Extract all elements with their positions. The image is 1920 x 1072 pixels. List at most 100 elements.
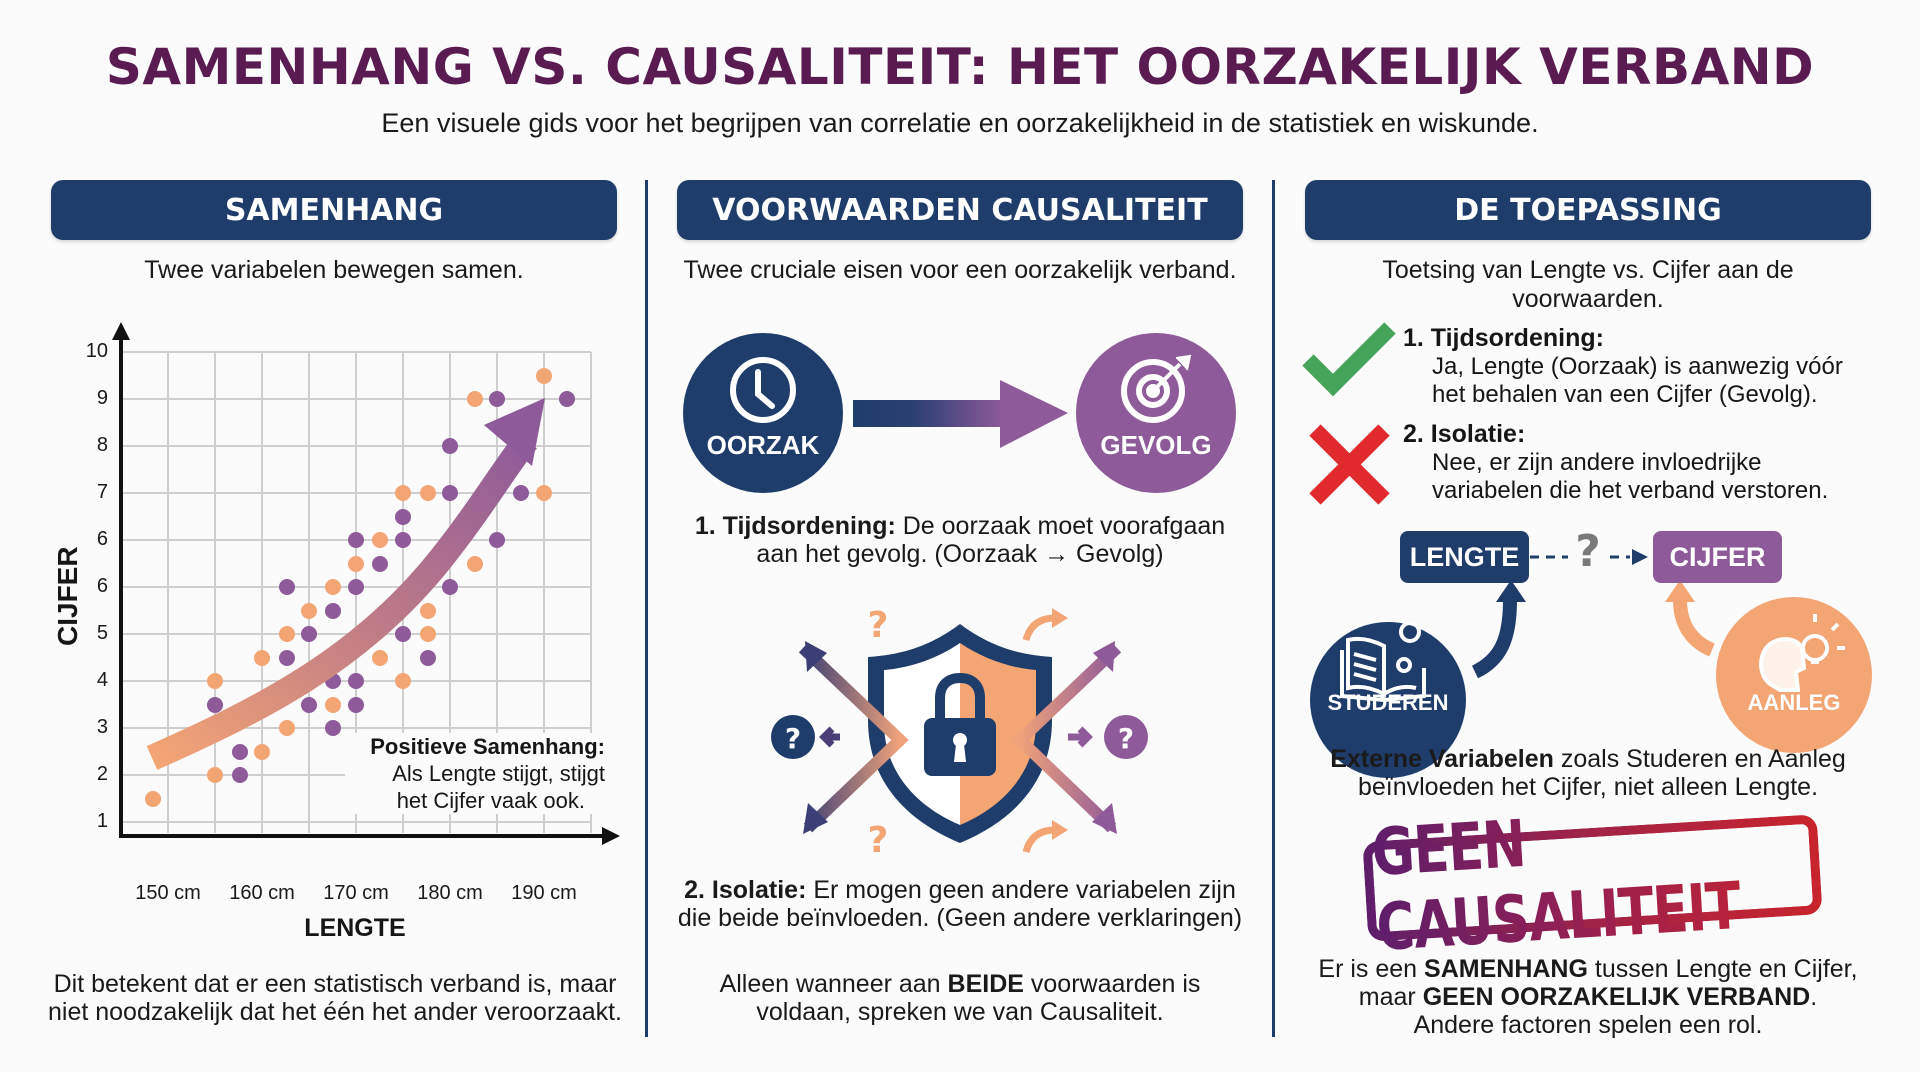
question-bottom-icon: ? xyxy=(868,820,889,861)
column-divider-left xyxy=(645,180,648,1037)
annotation-line: Als Lengte stijgt, stijgt xyxy=(392,761,605,786)
gevolg-circle xyxy=(1076,333,1236,493)
lengte-box: LENGTE xyxy=(1400,531,1529,583)
studeren-arrow-icon xyxy=(1471,599,1517,679)
svg-text:?: ? xyxy=(785,722,801,755)
x-tick: 190 cm xyxy=(511,882,577,904)
conclusion-text: Er is een SAMENHANG tussen Lengte en Cij… xyxy=(1305,955,1871,1039)
conclusion-body: . xyxy=(1810,983,1818,1011)
conclusion-body: maar xyxy=(1358,983,1423,1011)
y-tick: 8 xyxy=(96,434,108,456)
x-tick: 170 cm xyxy=(323,882,389,904)
target-icon xyxy=(1121,354,1192,423)
panel-description-left: Twee variabelen bewegen samen. xyxy=(144,256,524,284)
check-item-title: 1. Tijdsordening: xyxy=(1403,324,1604,352)
condition-1-body: De oorzaak moet voorafgaan xyxy=(895,512,1226,540)
condition-1-body: aan het gevolg. (Oorzaak → Gevolg) xyxy=(756,540,1164,568)
dashed-arrowhead-icon xyxy=(1632,549,1648,565)
external-variables-text: Externe Variabelen zoals Studeren en Aan… xyxy=(1305,745,1871,801)
y-tick: 3 xyxy=(96,716,108,738)
panel-description-middle: Twee cruciale eisen voor een oorzakelijk… xyxy=(683,256,1237,284)
conclusion-body: Andere factoren spelen een rol. xyxy=(1413,1011,1763,1039)
y-tick: 2 xyxy=(96,763,108,785)
conclusion-bold: GEEN OORZAKELIJK VERBAND xyxy=(1422,983,1811,1011)
shield-lock-icon xyxy=(868,624,1052,843)
left-footer: Dit betekent dat er een statistisch verb… xyxy=(40,970,630,1026)
chart-annotation: Positieve Samenhang: Als Lengte stijgt, … xyxy=(345,733,605,814)
condition-2-text: 2. Isolatie: Er mogen geen andere variab… xyxy=(667,876,1253,932)
clock-icon xyxy=(730,357,796,423)
trend-arrow-icon xyxy=(146,398,545,770)
middle-footer-text: voldaan, spreken we van Causaliteit. xyxy=(756,998,1164,1026)
check-item-tijdsordening: 1. Tijdsordening: Ja, Lengte (Oorzaak) i… xyxy=(1403,324,1873,409)
y-tick: 6 xyxy=(96,575,108,597)
check-item-line: Ja, Lengte (Oorzaak) is aanwezig vóór xyxy=(1432,353,1843,380)
question-mark-icon: ? xyxy=(1575,526,1601,577)
condition-1-text: 1. Tijdsordening: De oorzaak moet vooraf… xyxy=(677,512,1243,568)
x-tick: 180 cm xyxy=(417,882,483,904)
cross-icon xyxy=(1309,424,1390,505)
stamp-text: GEEN CAUSALITEIT xyxy=(1370,790,1815,966)
external-variables-body: zoals Studeren en Aanleg xyxy=(1553,745,1846,773)
y-tick: 7 xyxy=(96,481,108,503)
x-axis-arrow-icon xyxy=(602,827,620,845)
arrow-right-icon xyxy=(1068,726,1093,748)
checkmark-icon xyxy=(1302,322,1396,397)
question-top-icon: ? xyxy=(868,605,889,646)
x-axis-label: LENGTE xyxy=(304,914,406,942)
y-tick: 10 xyxy=(85,340,108,362)
page-title: SAMENHANG VS. CAUSALITEIT: HET OORZAKELI… xyxy=(105,38,1815,96)
x-tick: 150 cm xyxy=(135,882,201,904)
conclusion-bold: SAMENHANG xyxy=(1424,955,1588,983)
svg-text:?: ? xyxy=(1118,722,1134,755)
left-footer-line: Dit betekent dat er een statistisch verb… xyxy=(53,970,617,998)
condition-2-body: die beide beïnvloeden. (Geen andere verk… xyxy=(677,904,1243,932)
check-item-line: variabelen die het verband verstoren. xyxy=(1432,477,1829,504)
x-tick: 160 cm xyxy=(229,882,295,904)
cijfer-box: CIJFER xyxy=(1653,531,1782,583)
y-axis-arrow-icon xyxy=(112,322,130,340)
middle-footer-text: Alleen wanneer aan xyxy=(719,970,948,998)
scatter-axes xyxy=(112,322,620,845)
y-tick: 1 xyxy=(96,810,108,832)
curved-arrow-top-icon xyxy=(1022,614,1056,642)
y-tick: 5 xyxy=(96,622,108,644)
middle-footer-text: voorwaarden is xyxy=(1023,970,1201,998)
check-item-line: het behalen van een Cijfer (Gevolg). xyxy=(1432,381,1818,408)
oorzaak-circle xyxy=(683,333,843,493)
external-variables-bold: Externe Variabelen xyxy=(1330,745,1554,773)
annotation-title: Positieve Samenhang: xyxy=(370,734,605,759)
page-subtitle: Een visuele gids voor het begrijpen van … xyxy=(381,108,1539,138)
panel-header-toepassing: DE TOEPASSING xyxy=(1305,180,1871,240)
check-item-title: 2. Isolatie: xyxy=(1403,420,1526,448)
check-item-line: Nee, er zijn andere invloedrijke xyxy=(1432,449,1762,476)
diverging-arrows-left-icon xyxy=(798,641,909,834)
question-circle-left-icon xyxy=(771,715,815,759)
y-tick: 4 xyxy=(96,669,108,691)
conclusion-body: tussen Lengte en Cijfer, xyxy=(1587,955,1858,983)
external-variables-body: beïnvloeden het Cijfer, niet alleen Leng… xyxy=(1357,773,1819,801)
condition-1-title: 1. Tijdsordening: xyxy=(694,512,896,540)
y-tick: 9 xyxy=(96,387,108,409)
panel-header-voorwaarden: VOORWAARDEN CAUSALITEIT xyxy=(677,180,1243,240)
left-footer-line: niet noodzakelijk dat het één het ander … xyxy=(48,998,622,1026)
studeren-label: STUDEREN xyxy=(1327,690,1449,715)
curved-arrow-bottom-icon xyxy=(1022,826,1056,854)
arrow-left-icon xyxy=(819,726,840,748)
annotation-line: het Cijfer vaak ook. xyxy=(396,788,585,813)
oorzaak-label: OORZAK xyxy=(706,430,820,460)
y-tick: 6 xyxy=(96,528,108,550)
diverging-arrows-right-icon xyxy=(1011,641,1122,834)
check-item-isolatie: 2. Isolatie: Nee, er zijn andere invloed… xyxy=(1403,420,1873,505)
condition-2-body: Er mogen geen andere variabelen zijn xyxy=(806,876,1236,904)
question-circle-right-icon xyxy=(1104,715,1148,759)
panel-description-right: Toetsing van Lengte vs. Cijfer aan de vo… xyxy=(1382,256,1794,313)
cause-effect-arrow-icon xyxy=(853,380,1068,448)
aanleg-label: AANLEG xyxy=(1747,690,1841,715)
conclusion-body: Er is een xyxy=(1318,955,1425,983)
gevolg-label: GEVOLG xyxy=(1100,430,1212,460)
book-gears-icon xyxy=(1340,621,1426,703)
middle-footer-bold: BEIDE xyxy=(947,970,1024,998)
scatter-series-orange xyxy=(145,368,552,807)
